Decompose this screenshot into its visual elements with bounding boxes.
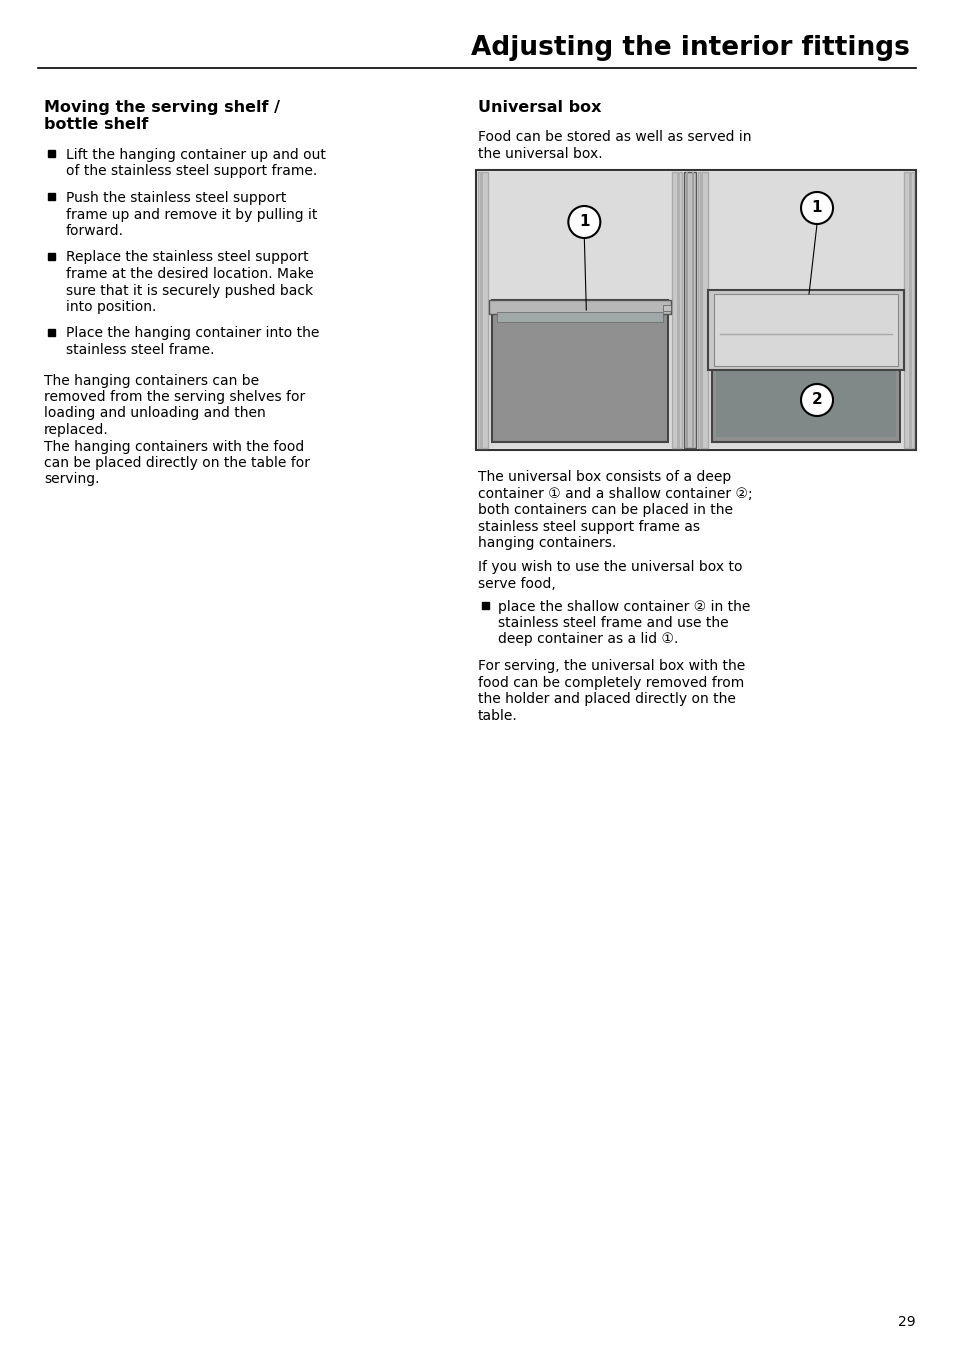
- Text: frame up and remove it by pulling it: frame up and remove it by pulling it: [66, 207, 317, 222]
- Bar: [716, 365, 895, 437]
- Text: Push the stainless steel support: Push the stainless steel support: [66, 191, 286, 206]
- Bar: [497, 312, 662, 322]
- Bar: [48, 193, 55, 200]
- Bar: [677, 172, 679, 448]
- Text: The universal box consists of a deep: The universal box consists of a deep: [477, 470, 731, 484]
- Text: Food can be stored as well as served in: Food can be stored as well as served in: [477, 130, 751, 145]
- Bar: [686, 172, 688, 448]
- Text: 1: 1: [578, 215, 589, 230]
- Text: 2: 2: [811, 392, 821, 407]
- Text: If you wish to use the universal box to: If you wish to use the universal box to: [477, 561, 741, 575]
- Text: For serving, the universal box with the: For serving, the universal box with the: [477, 658, 744, 673]
- Circle shape: [568, 206, 599, 238]
- Text: removed from the serving shelves for: removed from the serving shelves for: [44, 389, 305, 404]
- Text: The hanging containers with the food: The hanging containers with the food: [44, 439, 304, 453]
- Text: sure that it is securely pushed back: sure that it is securely pushed back: [66, 284, 313, 297]
- Bar: [700, 172, 702, 448]
- Text: the universal box.: the universal box.: [477, 146, 602, 161]
- Bar: [489, 300, 671, 314]
- Text: table.: table.: [477, 708, 517, 722]
- Text: 1: 1: [811, 200, 821, 215]
- Text: container ① and a shallow container ②;: container ① and a shallow container ②;: [477, 487, 752, 500]
- Bar: [48, 253, 55, 260]
- Bar: [692, 172, 694, 448]
- Text: food can be completely removed from: food can be completely removed from: [477, 676, 743, 690]
- Text: Replace the stainless steel support: Replace the stainless steel support: [66, 250, 309, 265]
- Text: 29: 29: [898, 1315, 915, 1329]
- Bar: [476, 170, 915, 450]
- Text: into position.: into position.: [66, 300, 156, 314]
- Text: Adjusting the interior fittings: Adjusting the interior fittings: [471, 35, 909, 61]
- Circle shape: [801, 192, 832, 224]
- Bar: [708, 289, 903, 370]
- Bar: [662, 306, 671, 311]
- Text: loading and unloading and then: loading and unloading and then: [44, 407, 266, 420]
- Bar: [712, 360, 899, 442]
- Text: serve food,: serve food,: [477, 577, 556, 591]
- Text: replaced.: replaced.: [44, 423, 109, 437]
- Bar: [479, 172, 482, 448]
- Text: forward.: forward.: [66, 224, 124, 238]
- Text: Lift the hanging container up and out: Lift the hanging container up and out: [66, 147, 326, 162]
- Text: the holder and placed directly on the: the holder and placed directly on the: [477, 692, 735, 706]
- Bar: [714, 293, 897, 366]
- Text: deep container as a lid ①.: deep container as a lid ①.: [497, 633, 678, 646]
- Text: hanging containers.: hanging containers.: [477, 535, 616, 550]
- Text: Universal box: Universal box: [477, 100, 601, 115]
- Bar: [492, 300, 668, 442]
- Text: place the shallow container ② in the: place the shallow container ② in the: [497, 599, 750, 614]
- Text: stainless steel frame.: stainless steel frame.: [66, 343, 214, 357]
- Bar: [698, 172, 913, 448]
- Text: Moving the serving shelf /: Moving the serving shelf /: [44, 100, 280, 115]
- Bar: [481, 602, 489, 608]
- Bar: [698, 172, 708, 448]
- Text: Place the hanging container into the: Place the hanging container into the: [66, 326, 319, 341]
- Bar: [903, 172, 913, 448]
- Circle shape: [801, 384, 832, 416]
- Bar: [48, 329, 55, 335]
- Bar: [477, 172, 681, 448]
- Text: The hanging containers can be: The hanging containers can be: [44, 373, 259, 388]
- Text: can be placed directly on the table for: can be placed directly on the table for: [44, 456, 310, 470]
- Text: of the stainless steel support frame.: of the stainless steel support frame.: [66, 165, 317, 178]
- Bar: [908, 172, 911, 448]
- Text: both containers can be placed in the: both containers can be placed in the: [477, 503, 732, 516]
- Text: frame at the desired location. Make: frame at the desired location. Make: [66, 266, 314, 281]
- Text: bottle shelf: bottle shelf: [44, 118, 149, 132]
- Text: stainless steel support frame as: stainless steel support frame as: [477, 519, 700, 534]
- Bar: [672, 172, 681, 448]
- Bar: [477, 172, 488, 448]
- Text: stainless steel frame and use the: stainless steel frame and use the: [497, 617, 728, 630]
- Bar: [48, 150, 55, 157]
- Text: serving.: serving.: [44, 472, 99, 487]
- Bar: [683, 172, 696, 448]
